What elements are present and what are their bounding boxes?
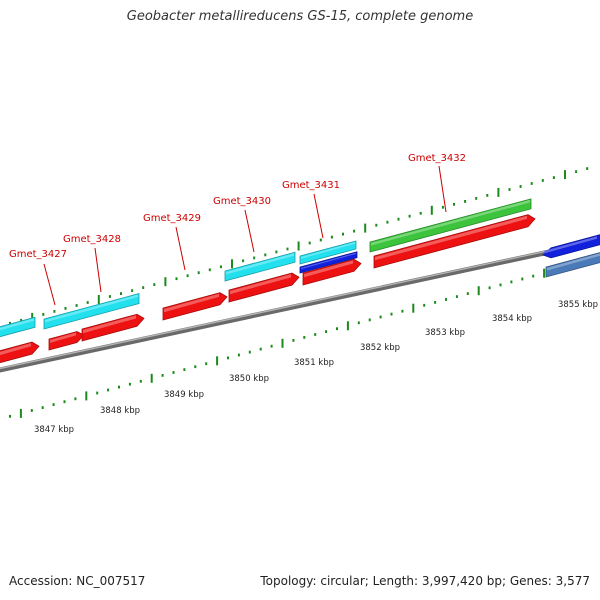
gene-leader-line <box>175 226 186 271</box>
bar-highlight <box>547 253 600 271</box>
backbone-shadow <box>0 238 600 373</box>
scale-label-layer: 3847 kbp 3848 kbp 3849 kbp 3850 kbp 3851 kbp… <box>34 300 598 435</box>
bar-highlight <box>230 274 291 295</box>
bar-highlight <box>0 343 31 356</box>
bar-highlight <box>50 332 76 343</box>
gene-leader-line <box>94 247 102 293</box>
forward-cds-bar <box>48 331 85 351</box>
label-leaders <box>43 165 447 306</box>
feature-track <box>0 198 600 364</box>
forward-cds-bar <box>0 341 40 364</box>
gene-label-layer: Gmet_3427 Gmet_3428 Gmet_3429 Gmet_3430 Gmet… <box>9 153 466 260</box>
gene-leader-line <box>313 193 324 239</box>
bar-highlight <box>164 293 219 313</box>
scale-label: 3850 kbp <box>229 374 269 384</box>
forward-cds-bar <box>373 214 536 269</box>
gene-label: Gmet_3432 <box>408 153 466 164</box>
forward-cds-bar <box>302 258 362 286</box>
scale-label: 3855 kbp <box>558 300 598 310</box>
bar-highlight <box>544 236 597 254</box>
gene-label: Gmet_3431 <box>282 180 340 191</box>
gene-leader-line <box>244 209 255 253</box>
map-title: Geobacter metallireducens GS-15, complet… <box>126 9 474 24</box>
bar-highlight <box>304 260 353 278</box>
bar-highlight <box>301 252 356 270</box>
forward-cds-bar <box>162 292 228 321</box>
gene-label: Gmet_3428 <box>63 234 121 245</box>
scale-label: 3851 kbp <box>294 358 334 368</box>
gene-label: Gmet_3429 <box>143 213 201 224</box>
forward-cds-bar <box>81 313 145 342</box>
gene-label: Gmet_3427 <box>9 249 67 260</box>
bar-highlight <box>375 215 527 261</box>
outer-tick-ring <box>9 167 589 325</box>
bar-highlight <box>226 253 294 275</box>
forward-cds-bar <box>228 272 300 303</box>
scale-label: 3848 kbp <box>100 406 140 416</box>
gene-leader-line <box>438 165 447 213</box>
scale-label: 3852 kbp <box>360 343 400 353</box>
bar-highlight <box>45 294 138 323</box>
scale-label: 3854 kbp <box>492 314 532 324</box>
scale-label: 3847 kbp <box>34 425 74 435</box>
gene-leader-line <box>43 263 56 306</box>
gene-label: Gmet_3430 <box>213 196 271 207</box>
bar-highlight <box>301 241 355 259</box>
scale-label: 3853 kbp <box>425 328 465 338</box>
scale-label: 3849 kbp <box>164 390 204 400</box>
genome-backbone <box>0 238 600 373</box>
bar-highlight <box>0 318 34 331</box>
inner-tick-ring <box>9 260 589 418</box>
bar-highlight <box>83 315 136 334</box>
accession-label: Accession: NC_007517 <box>9 574 146 588</box>
backbone-highlight <box>0 238 600 370</box>
bar-highlight <box>371 199 530 246</box>
genome-summary: Topology: circular; Length: 3,997,420 bp… <box>260 574 590 588</box>
